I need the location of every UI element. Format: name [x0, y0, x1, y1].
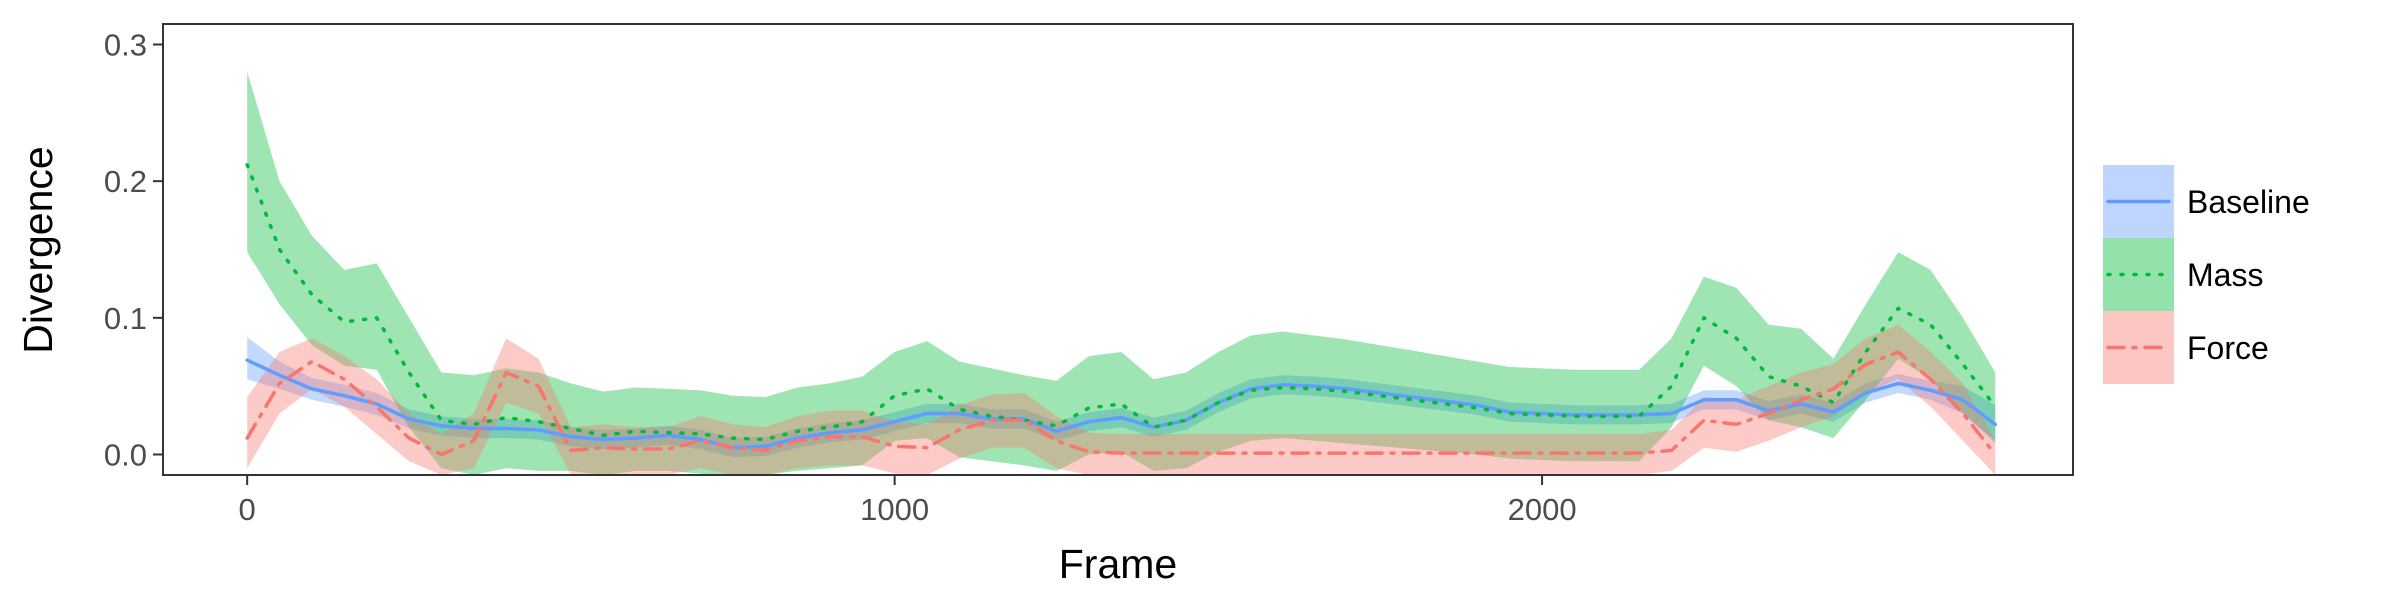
- y-tick-label: 0.1: [104, 301, 147, 336]
- y-tick-label: 0.0: [104, 438, 147, 473]
- x-axis: 0 1000 2000: [239, 475, 1577, 527]
- x-tick-label: 0: [239, 492, 256, 527]
- y-tick-label: 0.3: [104, 28, 147, 63]
- band-mass: [247, 71, 1996, 475]
- legend-item-force: Force: [2103, 311, 2269, 384]
- y-axis-title: Divergence: [15, 146, 61, 353]
- y-axis: 0.0 0.1 0.2 0.3: [104, 28, 163, 473]
- line-force: [245, 350, 1998, 457]
- y-tick-label: 0.2: [104, 164, 147, 199]
- x-axis-title: Frame: [1059, 541, 1177, 587]
- legend-label-mass: Mass: [2187, 257, 2263, 293]
- legend-item-mass: Mass: [2103, 238, 2263, 311]
- legend-label-baseline: Baseline: [2187, 184, 2310, 220]
- series-lines: [245, 163, 1998, 457]
- x-tick-label: 2000: [1508, 492, 1577, 527]
- legend-item-baseline: Baseline: [2103, 165, 2310, 238]
- line-baseline: [245, 358, 1998, 450]
- x-tick-label: 1000: [860, 492, 929, 527]
- line-mass: [245, 163, 1998, 442]
- legend: Baseline Mass Force: [2103, 165, 2310, 384]
- plot-panel-border: [162, 23, 2074, 476]
- legend-label-force: Force: [2187, 330, 2269, 366]
